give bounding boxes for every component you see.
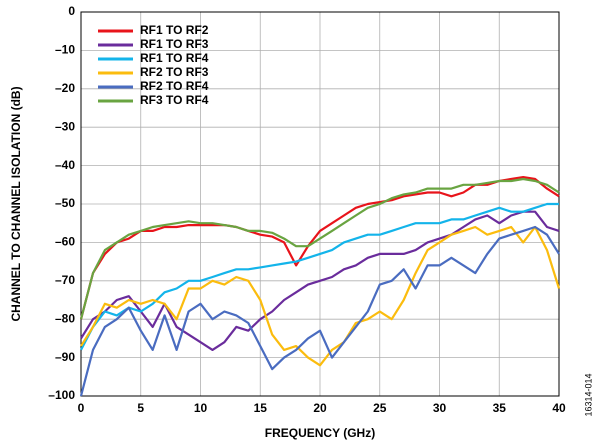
y-tick-label: –40 [55, 158, 75, 172]
y-tick-label: –70 [55, 273, 75, 287]
y-tick-label: –30 [55, 119, 75, 133]
y-tick-label: –80 [55, 311, 75, 325]
x-tick-label: 5 [137, 401, 144, 415]
series-line [80, 202, 559, 351]
y-tick-label: –20 [55, 81, 75, 95]
y-tick-label: –100 [48, 388, 75, 402]
y-tick-label: –50 [55, 196, 75, 210]
legend-label: RF3 TO RF4 [140, 93, 209, 107]
legend-label: RF1 TO RF3 [140, 37, 209, 51]
legend-label: RF1 TO RF4 [140, 51, 209, 65]
y-tick-label: –90 [55, 350, 75, 364]
x-tick-label: 25 [373, 401, 387, 415]
y-axis-label: CHANNEL TO CHANNEL ISOLATION (dB) [9, 86, 23, 321]
x-tick-label: 10 [194, 401, 208, 415]
series-line [79, 225, 560, 397]
x-axis-label: FREQUENCY (GHz) [265, 426, 375, 440]
x-tick-label: 40 [552, 401, 566, 415]
series-line [80, 210, 560, 351]
y-tick-label: 0 [68, 4, 75, 18]
x-tick-label: 0 [78, 401, 85, 415]
y-tick-label: –60 [55, 235, 75, 249]
series-line [79, 177, 560, 320]
x-tick-label: 30 [433, 401, 447, 415]
x-tick-label: 15 [254, 401, 268, 415]
legend-label: RF1 TO RF2 [140, 23, 209, 37]
series-line [80, 225, 561, 367]
y-tick-label: –10 [55, 43, 75, 57]
legend-label: RF2 TO RF4 [140, 79, 209, 93]
figure-id: 16314-014 [583, 373, 593, 416]
legend-label: RF2 TO RF3 [140, 65, 209, 79]
x-tick-label: 35 [493, 401, 507, 415]
x-tick-label: 20 [313, 401, 327, 415]
